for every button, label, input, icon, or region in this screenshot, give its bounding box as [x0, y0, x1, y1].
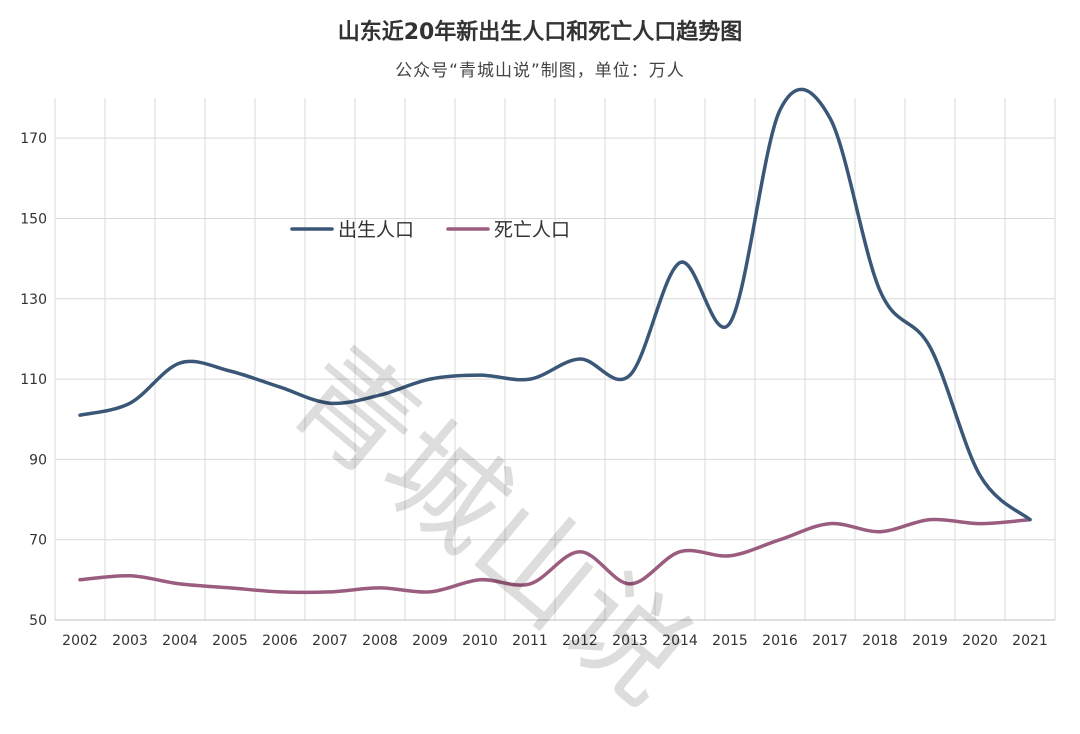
line-chart: 50 70 90 110 130 150 170 2002 2003 2004 2005 2006 20…	[20, 87, 1056, 649]
y-tick-label: 170	[20, 131, 47, 147]
x-tick-label: 2021	[1012, 633, 1048, 649]
grid-lines	[54, 98, 1056, 621]
x-tick-label: 2002	[62, 633, 98, 649]
x-tick-label: 2012	[562, 633, 598, 649]
y-tick-label: 90	[29, 452, 47, 468]
legend: 出生人口 死亡人口	[290, 219, 570, 241]
chart-title: 山东近20年新出生人口和死亡人口趋势图	[337, 20, 743, 45]
x-tick-label: 2019	[912, 633, 948, 649]
y-tick-label: 110	[20, 372, 47, 388]
x-tick-label: 2007	[312, 633, 348, 649]
x-tick-label: 2005	[212, 633, 248, 649]
series-line-1	[78, 517, 1032, 595]
x-tick-label: 2015	[712, 633, 748, 649]
y-tick-label: 50	[29, 613, 47, 629]
x-tick-label: 2018	[862, 633, 898, 649]
x-tick-label: 2010	[462, 633, 498, 649]
legend-label: 死亡人口	[494, 219, 570, 241]
series-line-0	[78, 87, 1032, 522]
chart-subtitle: 公众号“青城山说”制图，单位：万人	[395, 61, 685, 81]
x-tick-label: 2013	[612, 633, 648, 649]
x-tick-label: 2016	[762, 633, 798, 649]
x-tick-label: 2004	[162, 633, 198, 649]
x-tick-label: 2009	[412, 633, 448, 649]
axes: 50 70 90 110 130 150 170 2002 2003 2004 2005 2006 20…	[20, 131, 1048, 649]
x-tick-label: 2011	[512, 633, 548, 649]
y-tick-label: 130	[20, 292, 47, 308]
x-tick-label: 2008	[362, 633, 398, 649]
x-tick-label: 2017	[812, 633, 848, 649]
legend-label: 出生人口	[338, 219, 414, 241]
x-tick-label: 2020	[962, 633, 998, 649]
y-tick-label: 150	[20, 211, 47, 227]
y-tick-label: 70	[29, 533, 47, 549]
x-tick-label: 2014	[662, 633, 698, 649]
x-tick-label: 2003	[112, 633, 148, 649]
series-lines	[78, 87, 1032, 595]
x-tick-label: 2006	[262, 633, 298, 649]
